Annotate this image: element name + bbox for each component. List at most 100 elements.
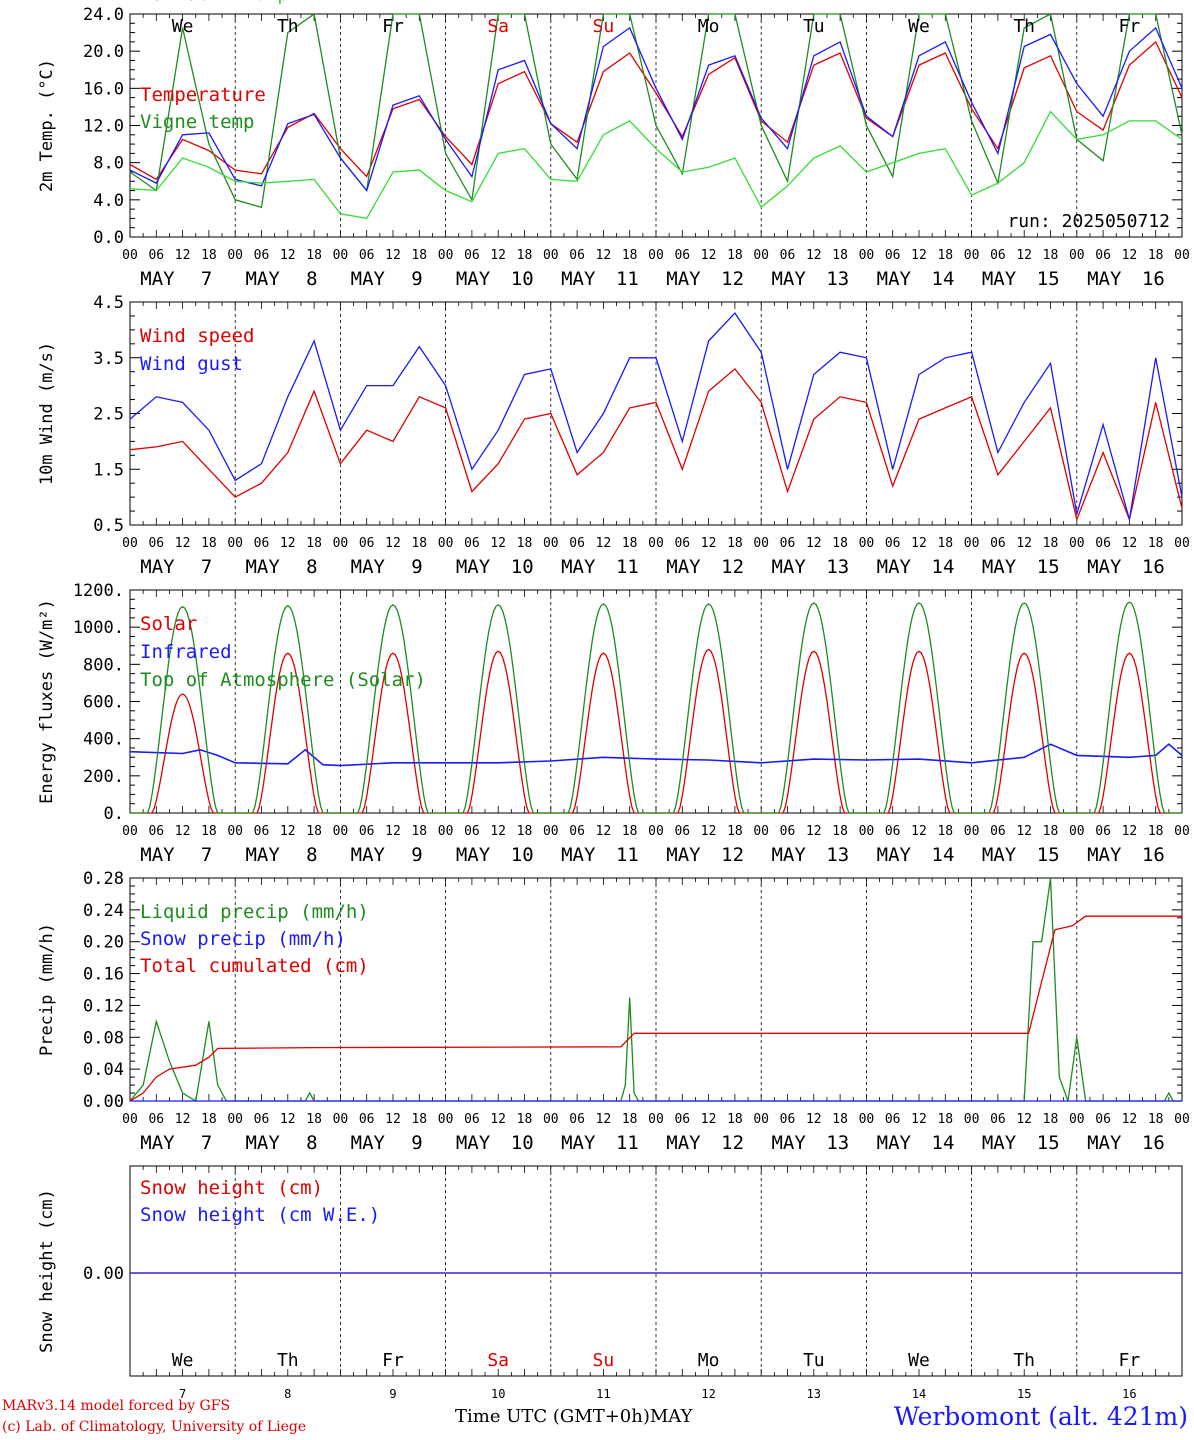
y-axis-label: 2m Temp. (°C) bbox=[37, 59, 57, 192]
hour-label: 18 bbox=[1043, 248, 1059, 263]
y-tick-label: 400. bbox=[83, 730, 124, 750]
hour-label: 18 bbox=[727, 824, 743, 839]
month-label: MAY bbox=[982, 268, 1017, 290]
hour-label: 00 bbox=[648, 1112, 664, 1127]
date-number: 12 bbox=[701, 1387, 715, 1401]
hour-label: 18 bbox=[1148, 1112, 1164, 1127]
plot-frame bbox=[129, 589, 1183, 814]
chart-panel-4 bbox=[129, 877, 1183, 1103]
date-label: 12 bbox=[721, 844, 744, 866]
hour-label: 18 bbox=[832, 824, 848, 839]
hour-label: 12 bbox=[490, 824, 506, 839]
y-tick-label: 0.5 bbox=[93, 516, 124, 536]
month-label: MAY bbox=[1087, 556, 1122, 578]
month-label: MAY bbox=[456, 268, 491, 290]
date-label: 10 bbox=[511, 844, 534, 866]
y-tick-label: 20.0 bbox=[83, 42, 124, 62]
hour-label: 00 bbox=[964, 1112, 980, 1127]
model-credit: MARv3.14 model forced by GFS bbox=[2, 1398, 231, 1414]
hour-label: 00 bbox=[1174, 536, 1190, 551]
hour-label: 00 bbox=[859, 1112, 875, 1127]
hour-label: 18 bbox=[517, 248, 533, 263]
y-tick-label: 0.0 bbox=[93, 228, 124, 248]
y-tick-label: 200. bbox=[83, 767, 124, 787]
legend-label: DewPoint Temp bbox=[140, 0, 289, 5]
hour-label: 12 bbox=[701, 1112, 717, 1127]
month-label: MAY bbox=[351, 556, 386, 578]
hour-label: 06 bbox=[254, 536, 270, 551]
date-label: 14 bbox=[932, 1132, 955, 1154]
date-label: 11 bbox=[616, 268, 639, 290]
hour-label: 18 bbox=[727, 248, 743, 263]
y-tick-label: 0.12 bbox=[83, 996, 124, 1016]
hour-label: 06 bbox=[254, 248, 270, 263]
hour-label: 12 bbox=[806, 536, 822, 551]
date-label: 8 bbox=[306, 1132, 317, 1154]
y-tick-label: 8.0 bbox=[93, 154, 124, 174]
date-label: 7 bbox=[201, 844, 212, 866]
date-label: 8 bbox=[306, 556, 317, 578]
date-label: 11 bbox=[616, 556, 639, 578]
lab-credit: (c) Lab. of Climatology, University of L… bbox=[2, 1419, 307, 1435]
hour-label: 00 bbox=[438, 824, 454, 839]
hour-label: 18 bbox=[1043, 536, 1059, 551]
hour-label: 12 bbox=[596, 536, 612, 551]
hour-label: 06 bbox=[254, 824, 270, 839]
hour-label: 18 bbox=[622, 536, 638, 551]
hour-label: 00 bbox=[333, 1112, 349, 1127]
hour-label: 06 bbox=[148, 248, 164, 263]
y-axis-label: Precip (mm/h) bbox=[37, 923, 57, 1056]
y-tick-label: 12.0 bbox=[83, 117, 124, 137]
hour-label: 18 bbox=[622, 1112, 638, 1127]
day-name-5: Su bbox=[593, 1350, 615, 1371]
date-label: 15 bbox=[1037, 268, 1060, 290]
hour-label: 18 bbox=[727, 536, 743, 551]
hour-label: 18 bbox=[1043, 1112, 1059, 1127]
legend-label: Infrared bbox=[140, 641, 232, 663]
run-annotation: run: 2025050712 bbox=[1007, 211, 1170, 232]
date-label: 10 bbox=[511, 1132, 534, 1154]
hour-label: 00 bbox=[333, 536, 349, 551]
day-name-10: Fr bbox=[1119, 1350, 1141, 1371]
month-label: MAY bbox=[771, 556, 806, 578]
legend-label: Solar bbox=[140, 613, 197, 635]
y-tick-label: 0.00 bbox=[83, 1092, 124, 1112]
hour-label: 00 bbox=[859, 248, 875, 263]
hour-label: 18 bbox=[306, 536, 322, 551]
hour-label: 00 bbox=[753, 1112, 769, 1127]
hour-label: 06 bbox=[148, 536, 164, 551]
y-tick-label: 0.00 bbox=[83, 1264, 124, 1284]
chart-panel-2 bbox=[129, 301, 1183, 526]
date-label: 12 bbox=[721, 268, 744, 290]
date-label: 15 bbox=[1037, 1132, 1060, 1154]
hour-label: 18 bbox=[306, 824, 322, 839]
hour-label: 12 bbox=[701, 824, 717, 839]
y-tick-label: 0. bbox=[104, 804, 124, 824]
hour-label: 00 bbox=[1174, 824, 1190, 839]
y-tick-label: 24.0 bbox=[83, 5, 124, 25]
month-label: MAY bbox=[140, 556, 175, 578]
month-label: MAY bbox=[245, 844, 280, 866]
series-line-vigne-temp bbox=[129, 12, 1183, 209]
hour-label: 12 bbox=[806, 1112, 822, 1127]
day-name-1: We bbox=[172, 1350, 194, 1371]
y-tick-label: 0.28 bbox=[83, 869, 124, 889]
series-line-liquid-precip-mm-h bbox=[129, 877, 1182, 1103]
hour-label: 06 bbox=[148, 824, 164, 839]
day-name-4: Sa bbox=[487, 16, 509, 37]
hour-label: 06 bbox=[148, 1112, 164, 1127]
x-axis-month: MAY bbox=[649, 1406, 693, 1427]
hour-label: 12 bbox=[175, 824, 191, 839]
date-number: 11 bbox=[596, 1387, 610, 1401]
hour-label: 00 bbox=[1069, 824, 1085, 839]
legend-label: Snow precip (mm/h) bbox=[140, 928, 346, 950]
hour-label: 12 bbox=[1016, 824, 1032, 839]
month-label: MAY bbox=[1087, 268, 1122, 290]
month-label: MAY bbox=[877, 268, 912, 290]
hour-label: 00 bbox=[1174, 1112, 1190, 1127]
day-name-5: Su bbox=[593, 16, 615, 37]
month-label: MAY bbox=[666, 844, 701, 866]
chart-panel-3 bbox=[129, 589, 1183, 814]
hour-label: 18 bbox=[411, 536, 427, 551]
hour-label: 06 bbox=[674, 824, 690, 839]
